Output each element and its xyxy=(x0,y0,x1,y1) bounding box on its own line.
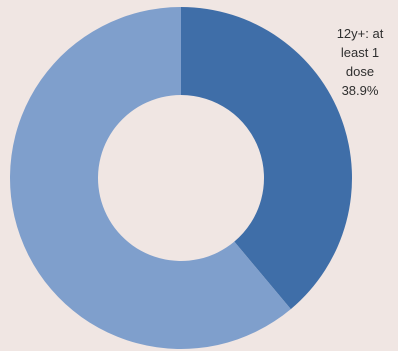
slice-label-line: 12y+: at xyxy=(337,26,384,41)
slice-labels: 12y+: at least 1 dose 38.9% xyxy=(337,26,384,98)
donut-slice-2 xyxy=(9,7,291,349)
slice-label-1: 12y+: at least 1 dose 38.9% xyxy=(337,26,384,98)
donut-slices xyxy=(9,7,352,349)
slice-label-line: 38.9% xyxy=(342,83,379,98)
donut-slice-1 xyxy=(181,7,352,310)
slice-label-line: dose xyxy=(346,64,374,79)
slice-label-line: least 1 xyxy=(341,45,379,60)
